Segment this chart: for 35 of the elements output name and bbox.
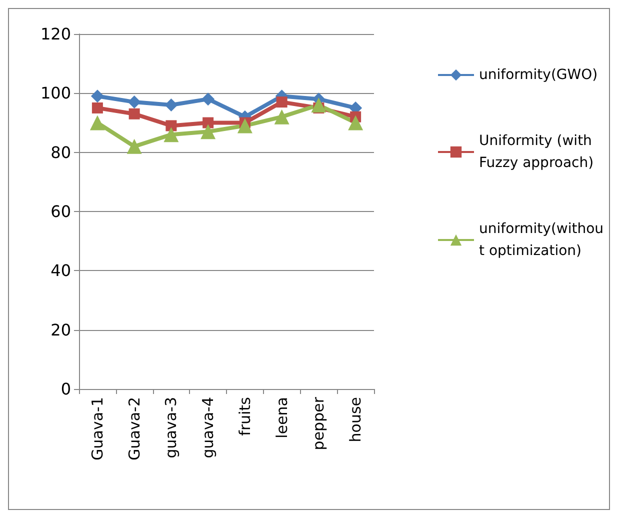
x-tick-label: fruits: [236, 396, 254, 436]
point: [200, 124, 216, 140]
point: [92, 102, 103, 114]
point: [166, 120, 177, 132]
point: [276, 96, 288, 108]
point: [128, 96, 141, 109]
point: [202, 117, 214, 128]
point: [90, 90, 104, 103]
legend-label: uniformity(without optimization): [479, 221, 604, 259]
point: [311, 98, 326, 112]
y-tick-label: 40: [50, 261, 71, 280]
y-tick-label: 120: [40, 24, 71, 44]
x-tick-label: house: [346, 397, 365, 442]
point: [126, 138, 142, 154]
y-tick-label: 80: [50, 142, 71, 162]
point: [128, 108, 140, 120]
point: [348, 115, 364, 130]
x-tick-label: guava-3: [162, 397, 180, 458]
y-tick-label: 60: [50, 202, 71, 221]
x-tick-label: Guava-1: [88, 397, 106, 460]
point: [274, 109, 290, 124]
y-tick-label: 100: [40, 84, 71, 103]
point: [237, 118, 252, 134]
x-tick-label: Guava-2: [125, 397, 144, 460]
point: [202, 92, 215, 106]
y-tick-label: 0: [60, 380, 71, 398]
point: [164, 127, 179, 142]
x-tick-label: leena: [272, 397, 291, 438]
legend-label: Uniformity (with Fuzzy approach): [479, 133, 596, 171]
x-tick-label: guava-4: [199, 397, 218, 458]
x-tick-label: pepper: [310, 396, 328, 450]
point: [164, 98, 178, 112]
y-tick-label: 20: [50, 320, 71, 340]
point: [90, 115, 105, 130]
legend-label: uniformity(GWO): [479, 67, 598, 83]
